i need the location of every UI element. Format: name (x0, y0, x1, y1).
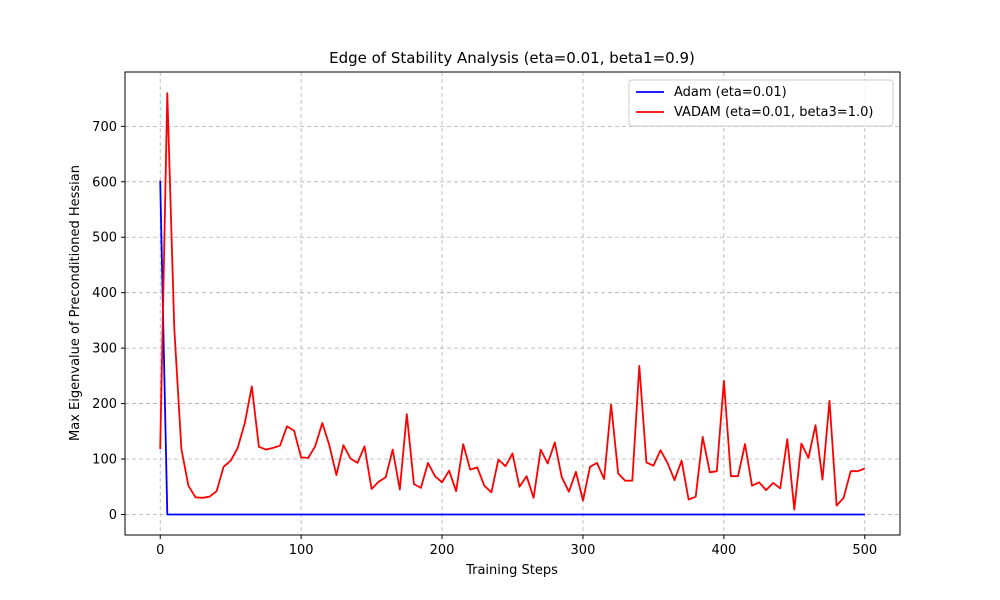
series-line-1 (159, 92, 866, 511)
y-tick-label: 600 (92, 175, 117, 190)
legend-box (628, 79, 894, 127)
x-axis-label: Training Steps (465, 563, 558, 578)
y-tick-label: 0 (109, 508, 117, 523)
chart-title: Edge of Stability Analysis (eta=0.01, be… (329, 49, 695, 67)
x-tick-label: 0 (156, 543, 164, 558)
x-tick-label: 500 (852, 543, 877, 558)
legend-label-vadam: VADAM (eta=0.01, beta3=1.0) (674, 105, 873, 120)
series-line-0 (159, 180, 865, 516)
plot-frame (124, 71, 901, 536)
legend: Adam (eta=0.01) VADAM (eta=0.01, beta3=1… (628, 79, 894, 127)
y-tick-label: 500 (92, 231, 117, 246)
legend-label-adam: Adam (eta=0.01) (674, 85, 787, 100)
y-tick-label: 200 (92, 397, 117, 412)
y-tick-label: 100 (92, 453, 117, 468)
series-layer (159, 92, 866, 516)
y-tick-label: 300 (92, 342, 117, 357)
y-tick-label: 400 (92, 286, 117, 301)
x-tick-label: 100 (289, 543, 314, 558)
x-tick-label: 300 (571, 543, 596, 558)
y-axis-label: Max Eigenvalue of Preconditioned Hessian (68, 165, 83, 441)
x-tick-label: 400 (711, 543, 736, 558)
x-tick-label: 200 (430, 543, 455, 558)
y-tick-label: 700 (92, 120, 117, 135)
tick-layer: 0 100 200 300 400 500 0 100 200 300 400 500 600 700 (92, 120, 877, 558)
